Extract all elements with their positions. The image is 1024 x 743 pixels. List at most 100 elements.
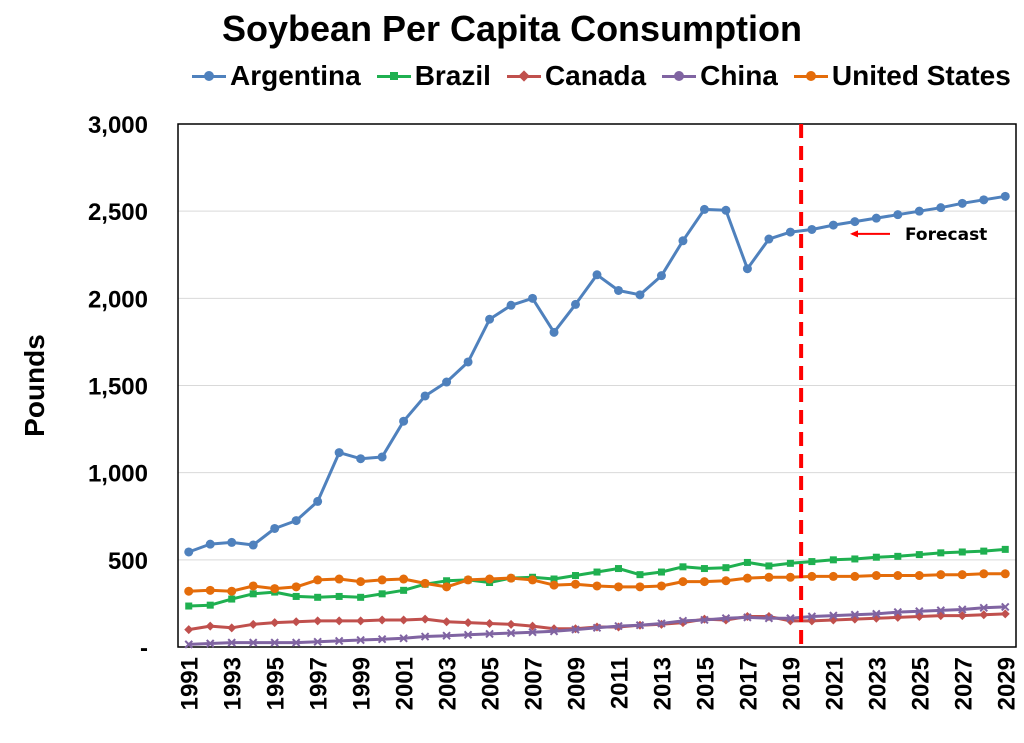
x-tick-label: 2025 — [907, 657, 934, 710]
legend-label: Argentina — [230, 60, 361, 91]
y-tick-label: 1,000 — [88, 461, 148, 488]
data-point-brazil — [572, 572, 580, 580]
data-point-united-states — [549, 580, 559, 590]
data-point-united-states — [313, 575, 323, 585]
data-point-china — [721, 614, 731, 623]
data-point-china — [915, 607, 924, 616]
data-point-china — [829, 611, 838, 620]
x-tick-label: 2029 — [993, 657, 1020, 710]
data-point-brazil — [614, 565, 622, 573]
data-point-united-states — [957, 570, 967, 580]
data-point-argentina — [270, 523, 280, 533]
data-point-china — [571, 625, 580, 634]
x-tick-label: 1993 — [220, 657, 247, 710]
data-point-china — [184, 640, 193, 649]
data-point-brazil — [228, 595, 236, 603]
data-point-united-states — [248, 581, 258, 591]
y-tick-label: 3,000 — [88, 112, 148, 139]
data-point-brazil — [743, 558, 751, 566]
data-point-argentina — [656, 271, 666, 281]
data-point-brazil — [722, 564, 730, 572]
legend-label: Canada — [544, 60, 647, 91]
data-point-brazil — [314, 593, 322, 601]
data-point-united-states — [442, 582, 452, 592]
legend-swatch — [662, 70, 697, 82]
data-point-united-states — [377, 575, 387, 585]
data-point-argentina — [613, 285, 623, 295]
data-point-china — [377, 634, 387, 644]
x-tick-label: 1995 — [263, 657, 290, 710]
data-point-china — [678, 616, 688, 626]
forecast-label: Forecast — [905, 225, 987, 245]
data-point-brazil — [206, 601, 214, 609]
data-point-china — [700, 615, 709, 625]
data-point-argentina — [463, 357, 473, 367]
data-point-argentina — [1000, 191, 1010, 201]
data-point-brazil — [357, 593, 365, 601]
data-point-china — [743, 613, 752, 622]
data-point-canada — [463, 618, 473, 628]
legend-swatch — [192, 70, 226, 82]
data-point-united-states — [613, 582, 623, 592]
data-point-canada — [270, 618, 280, 628]
data-point-argentina — [506, 300, 516, 310]
legend-item-argentina: Argentina — [192, 60, 361, 92]
x-tick-label: 2001 — [392, 657, 419, 710]
y-tick-label: 1,500 — [88, 374, 148, 401]
data-point-brazil — [937, 549, 945, 557]
data-point-brazil — [786, 559, 794, 567]
data-point-china — [399, 634, 408, 643]
x-tick-label: 2011 — [606, 657, 633, 709]
data-point-brazil — [679, 563, 687, 571]
data-point-argentina — [549, 327, 559, 337]
data-point-china — [979, 603, 988, 612]
data-point-brazil — [292, 592, 300, 600]
data-point-united-states — [463, 575, 473, 585]
legend-item-brazil: Brazil — [376, 60, 491, 92]
data-point-united-states — [184, 586, 194, 596]
data-point-argentina — [291, 516, 301, 526]
data-point-china — [657, 619, 666, 628]
data-point-united-states — [635, 582, 645, 592]
legend-item-canada: Canada — [506, 60, 647, 92]
data-point-brazil — [829, 556, 837, 564]
data-point-united-states — [571, 579, 581, 589]
data-point-canada — [313, 616, 323, 626]
data-point-brazil — [851, 555, 859, 563]
data-point-canada — [442, 617, 452, 627]
data-point-brazil — [765, 562, 773, 570]
data-point-canada — [356, 616, 366, 626]
data-point-argentina — [592, 270, 602, 280]
data-point-china — [270, 638, 279, 647]
y-tick-label: 500 — [108, 548, 148, 575]
data-point-argentina — [377, 452, 387, 462]
data-point-canada — [420, 614, 430, 624]
data-point-china — [291, 638, 301, 647]
data-point-argentina — [313, 496, 323, 506]
legend-label: United States — [831, 60, 1011, 91]
data-point-china — [248, 638, 258, 647]
data-point-argentina — [485, 314, 495, 324]
x-tick-label: 2007 — [521, 657, 548, 710]
y-axis-label: Pounds — [19, 334, 50, 437]
data-point-china — [635, 621, 645, 630]
x-tick-label: 2009 — [564, 657, 591, 710]
data-point-china — [936, 606, 946, 615]
data-point-argentina — [678, 236, 688, 246]
data-point-brazil — [894, 552, 902, 560]
data-point-united-states — [270, 584, 280, 594]
data-point-united-states — [656, 581, 666, 591]
data-point-canada — [399, 615, 409, 625]
data-point-brazil — [443, 577, 451, 585]
data-point-argentina — [828, 220, 838, 230]
x-tick-label: 2005 — [478, 657, 505, 710]
data-point-china — [786, 614, 795, 623]
data-point-brazil — [400, 586, 408, 594]
series-line-argentina — [188, 194, 1006, 554]
data-point-brazil — [593, 568, 601, 576]
x-tick-label: 2013 — [649, 657, 676, 710]
data-point-brazil — [980, 547, 988, 555]
data-point-brazil — [958, 548, 966, 556]
data-point-argentina — [807, 224, 817, 234]
data-point-brazil — [636, 571, 644, 579]
